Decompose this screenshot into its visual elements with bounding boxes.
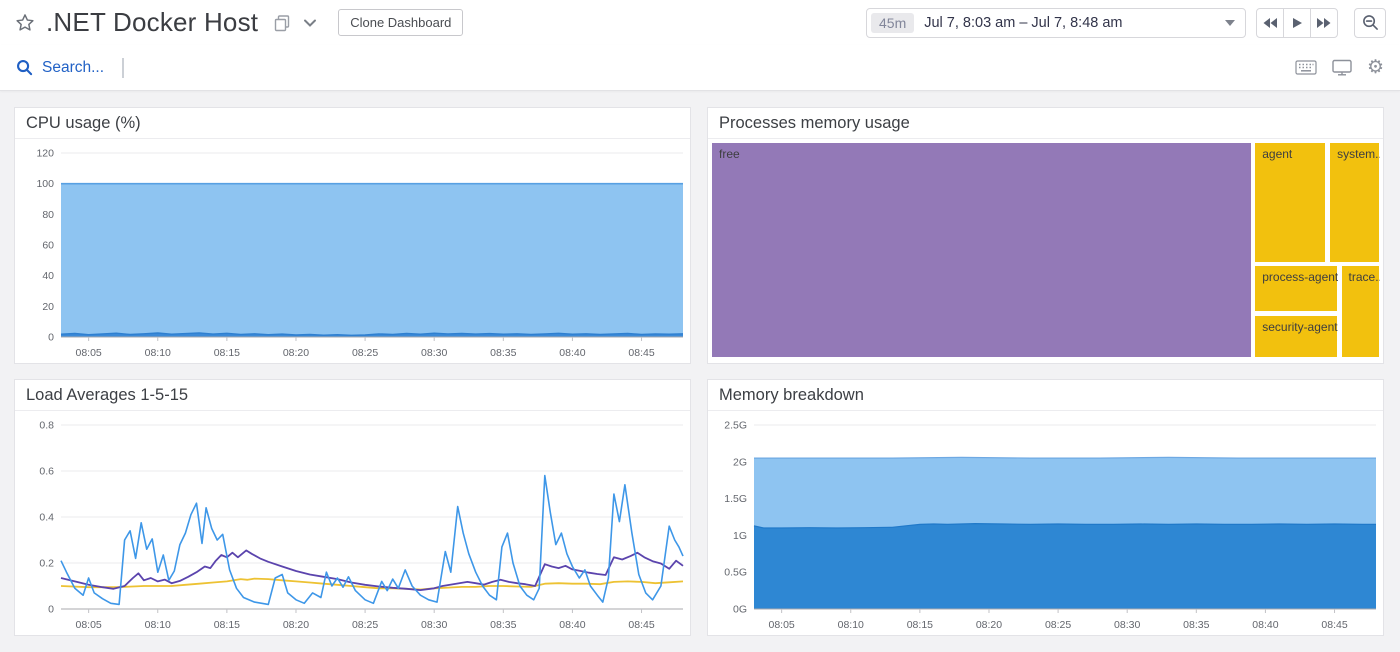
svg-text:100: 100	[36, 178, 54, 190]
svg-text:08:10: 08:10	[838, 619, 864, 631]
svg-text:08:25: 08:25	[352, 347, 378, 359]
svg-text:40: 40	[42, 270, 54, 282]
svg-text:08:40: 08:40	[559, 347, 585, 359]
svg-text:08:30: 08:30	[421, 347, 447, 359]
svg-text:08:20: 08:20	[283, 619, 309, 631]
svg-text:08:15: 08:15	[214, 619, 240, 631]
svg-text:08:35: 08:35	[490, 347, 516, 359]
panel-processes-memory: Processes memory usage free agent system..…	[707, 107, 1384, 364]
svg-text:20: 20	[42, 301, 54, 313]
svg-text:08:30: 08:30	[1114, 619, 1140, 631]
treemap-tile-free[interactable]: free	[711, 142, 1252, 358]
search-placeholder: Search...	[42, 58, 105, 76]
memory-breakdown-chart[interactable]: 0G 0.5G 1G 1.5G 2G 2.5G 08:05 08:10 08:15 08:20 08…	[708, 411, 1383, 633]
svg-text:1G: 1G	[733, 530, 747, 542]
time-duration-badge: 45m	[871, 12, 915, 33]
treemap-tile-security-agent[interactable]: security-agent	[1254, 315, 1338, 358]
svg-text:80: 80	[42, 209, 54, 221]
svg-text:0.5G: 0.5G	[724, 567, 747, 579]
dashboard-header: .NET Docker Host Clone Dashboard 45m Jul…	[0, 0, 1400, 45]
clone-dashboard-button[interactable]: Clone Dashboard	[338, 9, 464, 36]
svg-text:2.5G: 2.5G	[724, 420, 747, 432]
time-range-selector[interactable]: 45m Jul 7, 8:03 am – Jul 7, 8:48 am	[866, 7, 1246, 38]
chart-canvas[interactable]: 0 0.2 0.4 0.6 0.8 08:05 08:10 08:15 08:20 08:25 08…	[15, 411, 690, 633]
panel-cpu-usage: CPU usage (%) 0 20 40 60 80 100 120 08:05 08:10 0…	[14, 107, 691, 364]
search-icon	[17, 60, 33, 76]
panel-title-cpu: CPU usage (%)	[15, 108, 690, 139]
treemap-tile-label: system...	[1337, 147, 1380, 161]
gear-icon[interactable]: ⚙	[1366, 57, 1384, 78]
treemap-tile-process-agent[interactable]: process-agent	[1254, 265, 1338, 313]
treemap-tile-trace[interactable]: trace...	[1341, 265, 1380, 358]
load-averages-chart[interactable]: 0 0.2 0.4 0.6 0.8 08:05 08:10 08:15 08:20 08:25 08…	[15, 411, 690, 633]
svg-text:08:45: 08:45	[1321, 619, 1347, 631]
svg-text:08:35: 08:35	[1183, 619, 1209, 631]
svg-text:08:20: 08:20	[976, 619, 1002, 631]
zoom-out-button[interactable]	[1354, 7, 1386, 38]
svg-text:08:05: 08:05	[769, 619, 795, 631]
rewind-button[interactable]	[1256, 7, 1284, 38]
svg-text:0.6: 0.6	[39, 466, 54, 478]
panel-title-load-averages: Load Averages 1-5-15	[15, 380, 690, 411]
processes-memory-treemap[interactable]: free agent system... process-agent trace... s…	[708, 139, 1383, 361]
star-icon[interactable]	[14, 12, 36, 34]
time-playback-controls	[1256, 7, 1338, 38]
svg-text:08:45: 08:45	[628, 347, 654, 359]
svg-text:08:20: 08:20	[283, 347, 309, 359]
svg-text:60: 60	[42, 240, 54, 252]
chart-canvas[interactable]: 0G 0.5G 1G 1.5G 2G 2.5G 08:05 08:10 08:15 08:20 08…	[708, 411, 1383, 633]
treemap-tile-label: process-agent	[1262, 269, 1338, 284]
svg-text:08:30: 08:30	[421, 619, 447, 631]
dashboard-grid: CPU usage (%) 0 20 40 60 80 100 120 08:05 08:10 0…	[0, 91, 1400, 636]
svg-text:0.2: 0.2	[39, 558, 54, 570]
svg-text:08:05: 08:05	[76, 347, 102, 359]
svg-text:0G: 0G	[733, 604, 747, 616]
treemap-tile-label: security-agent	[1262, 320, 1338, 335]
treemap-tile-label: agent	[1262, 147, 1293, 161]
svg-text:08:40: 08:40	[1252, 619, 1278, 631]
treemap-tile-agent[interactable]: agent	[1254, 142, 1326, 263]
svg-text:08:25: 08:25	[352, 619, 378, 631]
svg-text:08:10: 08:10	[145, 347, 171, 359]
time-dropdown-caret-icon	[1225, 19, 1235, 26]
chevron-down-icon[interactable]	[302, 15, 318, 31]
panel-memory-breakdown: Memory breakdown 0G 0.5G 1G 1.5G 2G 2.5G 08:05…	[707, 379, 1384, 636]
copy-icon[interactable]	[272, 13, 292, 33]
treemap: free agent system... process-agent trace... s…	[711, 142, 1380, 358]
svg-text:120: 120	[36, 148, 54, 160]
svg-text:08:15: 08:15	[214, 347, 240, 359]
keyboard-shortcuts-icon[interactable]	[1295, 60, 1317, 75]
svg-text:0.8: 0.8	[39, 420, 54, 432]
treemap-tile-label: trace...	[1348, 269, 1380, 284]
svg-text:08:45: 08:45	[628, 619, 654, 631]
svg-text:08:35: 08:35	[490, 619, 516, 631]
treemap-tile-label: free	[719, 147, 740, 161]
svg-text:2G: 2G	[733, 456, 747, 468]
panel-load-averages: Load Averages 1-5-15 0 0.2 0.4 0.6 0.8 08:05 0…	[14, 379, 691, 636]
chart-canvas[interactable]: 0 20 40 60 80 100 120 08:05 08:10 08:15 08:20 08:25…	[15, 139, 690, 361]
svg-text:0: 0	[48, 604, 54, 616]
svg-text:08:05: 08:05	[76, 619, 102, 631]
search-toolbar: Search... ⚙	[0, 45, 1400, 91]
cpu-usage-chart[interactable]: 0 20 40 60 80 100 120 08:05 08:10 08:15 08:20 08:25…	[15, 139, 690, 361]
tv-mode-icon[interactable]	[1332, 59, 1352, 76]
time-range-text: Jul 7, 8:03 am – Jul 7, 8:48 am	[924, 14, 1123, 31]
svg-text:08:10: 08:10	[145, 619, 171, 631]
svg-text:0: 0	[48, 332, 54, 344]
page-title: .NET Docker Host	[46, 7, 259, 37]
svg-text:08:15: 08:15	[907, 619, 933, 631]
svg-text:08:25: 08:25	[1045, 619, 1071, 631]
fast-forward-button[interactable]	[1310, 7, 1338, 38]
search-input[interactable]: Search...	[16, 57, 125, 78]
text-caret	[122, 57, 125, 78]
treemap-tile-system[interactable]: system...	[1329, 142, 1380, 263]
play-button[interactable]	[1283, 7, 1311, 38]
svg-text:08:40: 08:40	[559, 619, 585, 631]
svg-text:0.4: 0.4	[39, 512, 54, 524]
svg-text:1.5G: 1.5G	[724, 493, 747, 505]
panel-title-processes-memory: Processes memory usage	[708, 108, 1383, 139]
panel-title-memory-breakdown: Memory breakdown	[708, 380, 1383, 411]
